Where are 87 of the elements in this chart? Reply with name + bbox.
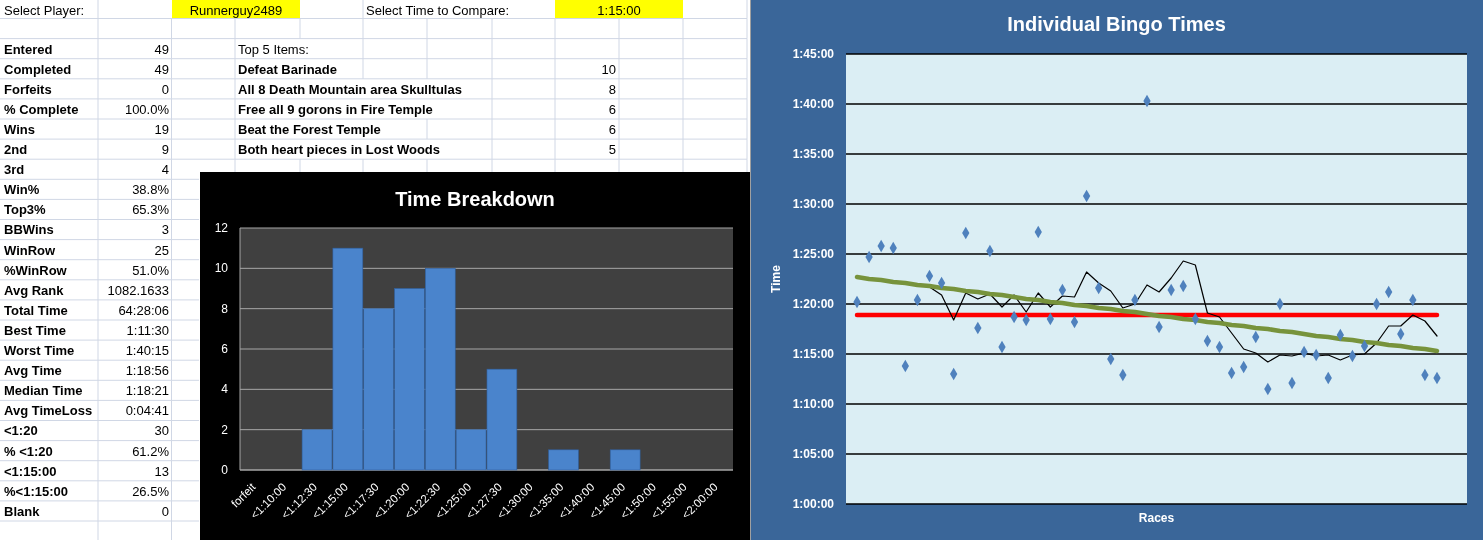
- bar: [609, 449, 641, 471]
- category-label: Worst Time: [4, 342, 75, 358]
- y-tick-label: 12: [214, 221, 229, 235]
- category-label: %<1:15:00: [4, 483, 68, 499]
- category-label: Avg Time: [4, 362, 62, 378]
- text: 0: [161, 503, 169, 519]
- category-label: Beat the Forest Temple: [238, 121, 381, 137]
- y-tick-label: 1:40:00: [792, 97, 835, 111]
- data-label: 5: [608, 141, 616, 157]
- input-field: Runnerguy2489: [172, 0, 300, 18]
- text: 25: [154, 242, 169, 258]
- y-tick-label: 2: [221, 422, 229, 437]
- line-series: [854, 274, 1440, 354]
- category-label: Free all 9 gorons in Fire Temple: [238, 101, 433, 117]
- y-tick-label: 1:25:00: [792, 247, 835, 261]
- text: 51.0%: [132, 262, 169, 278]
- data-label: 6: [608, 121, 616, 137]
- category-label: %WinRow: [4, 262, 68, 278]
- text: 13: [154, 463, 169, 479]
- text: 1082.1633: [107, 282, 169, 298]
- y-tick-label: 1:05:00: [792, 447, 835, 461]
- data-label: 10: [601, 61, 616, 77]
- chart-title: Individual Bingo Times: [1007, 13, 1226, 35]
- bar: [548, 449, 579, 471]
- text: 3: [161, 221, 169, 237]
- text: 1:40:15: [125, 342, 169, 358]
- text: Top 5 Items:: [238, 41, 309, 57]
- category-label: Win%: [4, 181, 40, 197]
- category-label: Total Time: [4, 302, 68, 318]
- text: 65.3%: [132, 201, 169, 217]
- y-axis-title: Time: [769, 264, 783, 293]
- category-label: BBWins: [4, 221, 54, 237]
- text: 61.2%: [132, 443, 169, 459]
- category-label: Median Time: [4, 382, 83, 398]
- y-tick-label: 4: [221, 382, 229, 397]
- x-axis-title: Races: [1138, 511, 1175, 525]
- data-label: 8: [608, 81, 616, 97]
- text: 9: [161, 141, 169, 157]
- text: Select Player:: [4, 2, 85, 17]
- category-label: Forfeits: [4, 81, 52, 97]
- category-label: Best Time: [4, 322, 66, 338]
- y-tick-label: 10: [214, 261, 229, 276]
- category-label: 3rd: [4, 161, 25, 177]
- y-tick-label: 1:15:00: [792, 347, 835, 361]
- input-field: 1:15:00: [555, 0, 683, 18]
- chart-title: Time Breakdown: [395, 188, 555, 210]
- text: 38.8%: [132, 181, 169, 197]
- category-label: Both heart pieces in Lost Woods: [238, 141, 441, 157]
- category-label: Entered: [4, 41, 53, 57]
- category-label: Blank: [4, 503, 41, 519]
- y-tick-label: 8: [221, 301, 229, 316]
- text: 49: [154, 41, 169, 57]
- category-label: 2nd: [4, 141, 28, 157]
- category-label: Top3%: [4, 201, 47, 217]
- category-label: WinRow: [4, 242, 57, 258]
- text: 0: [161, 81, 169, 97]
- text: 1:18:21: [125, 382, 169, 398]
- text: 0:04:41: [125, 402, 169, 418]
- category-label: % Complete: [4, 101, 79, 117]
- text: 4: [161, 161, 169, 177]
- y-tick-label: 1:00:00: [792, 497, 835, 511]
- y-tick-label: 1:35:00: [792, 147, 835, 161]
- text: 30: [154, 422, 169, 438]
- text: Select Time to Compare:: [366, 2, 510, 17]
- category-label: <1:20: [4, 422, 38, 438]
- text: 19: [154, 121, 169, 137]
- category-label: Avg TimeLoss: [4, 402, 93, 418]
- y-tick-label: 1:20:00: [792, 297, 835, 311]
- category-label: Wins: [4, 121, 35, 137]
- y-tick-label: 1:30:00: [792, 197, 835, 211]
- category-label: All 8 Death Mountain area Skulltulas: [238, 81, 462, 97]
- text: 1:18:56: [125, 362, 169, 378]
- y-tick-label: 1:10:00: [792, 397, 835, 411]
- y-tick-label: 0: [221, 463, 229, 477]
- text: 26.5%: [132, 483, 169, 499]
- text: 49: [154, 61, 169, 77]
- category-label: Avg Rank: [4, 282, 65, 298]
- category-label: Completed: [4, 61, 72, 77]
- y-tick-label: 1:45:00: [792, 47, 835, 61]
- category-label: <1:15:00: [4, 463, 57, 479]
- category-label: Defeat Barinade: [238, 61, 337, 77]
- category-label: % <1:20: [4, 443, 53, 459]
- text: 1:11:30: [126, 322, 169, 338]
- text: 100.0%: [124, 101, 169, 117]
- data-label: 6: [608, 101, 616, 117]
- y-tick-label: 6: [221, 342, 229, 356]
- text: 64:28:06: [118, 302, 169, 318]
